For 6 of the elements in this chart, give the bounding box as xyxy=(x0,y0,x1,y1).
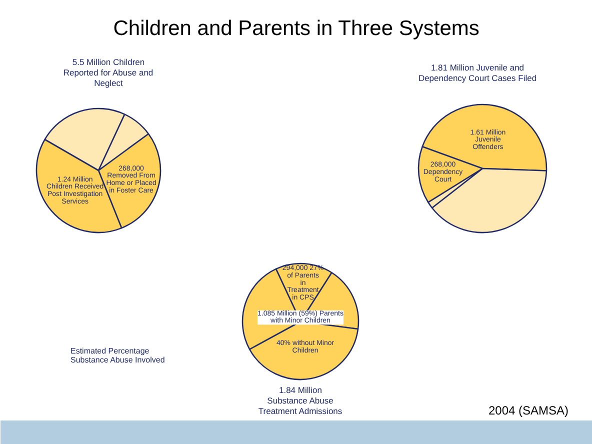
chart-title: 1.81 Million Juvenile and Dependency Court Cases Filed xyxy=(418,62,537,83)
text: 2004 (SAMSA) xyxy=(488,404,569,418)
text: 1.84 Million Substance Abuse Treatment Admissions xyxy=(258,385,342,416)
chart-title: 5.5 Million Children Reported for Abuse and Neglect xyxy=(63,57,154,88)
text: Children and Parents in Three Systems xyxy=(113,17,480,40)
text: Estimated Percentage Substance Abuse Involved xyxy=(70,346,165,365)
